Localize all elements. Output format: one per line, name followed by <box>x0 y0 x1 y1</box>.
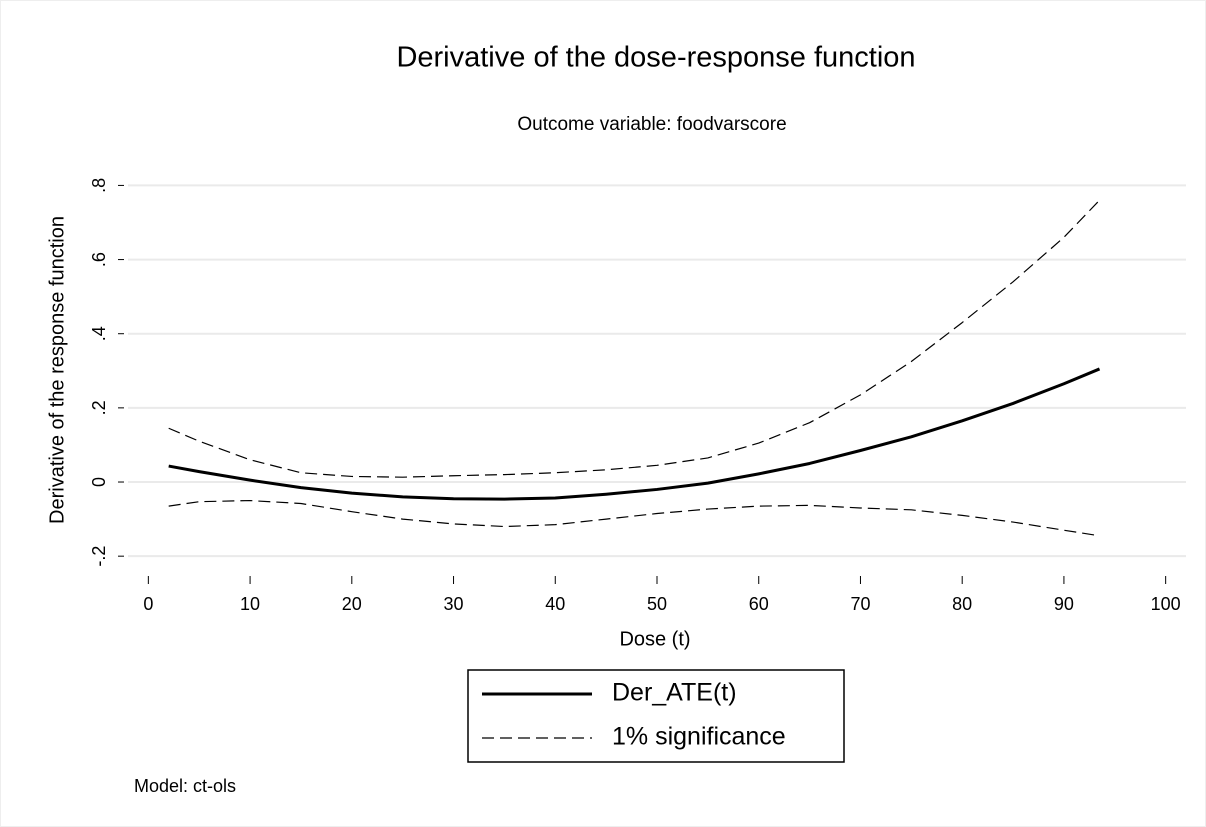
x-tick-label: 50 <box>647 594 667 614</box>
x-tick-label: 20 <box>342 594 362 614</box>
legend-label: Der_ATE(t) <box>612 679 737 707</box>
x-tick-label: 70 <box>850 594 870 614</box>
y-tick-label: -.2 <box>89 546 109 567</box>
x-tick-label: 100 <box>1151 594 1181 614</box>
series-line <box>168 199 1100 478</box>
chart-subtitle: Outcome variable: foodvarscore <box>517 114 786 135</box>
chart-title: Derivative of the dose-response function <box>396 42 915 74</box>
x-tick-label: 90 <box>1054 594 1074 614</box>
x-tick-label: 10 <box>240 594 260 614</box>
series-line <box>168 367 1101 501</box>
y-axis-label: Derivative of the response function <box>46 216 68 524</box>
x-tick-label: 0 <box>143 594 153 614</box>
note: Model: ct-ols <box>134 776 236 796</box>
y-tick-label: .6 <box>89 252 109 267</box>
legend-box <box>467 669 845 763</box>
y-tick-label: .2 <box>89 400 109 415</box>
x-tick-label: 60 <box>749 594 769 614</box>
x-tick-label: 30 <box>444 594 464 614</box>
y-tick-label: .4 <box>89 326 109 341</box>
legend-label: 1% significance <box>612 723 786 751</box>
x-axis-label: Dose (t) <box>619 628 690 650</box>
y-tick-label: 0 <box>89 477 109 487</box>
x-tick-label: 40 <box>545 594 565 614</box>
x-tick-label: 80 <box>952 594 972 614</box>
y-tick-label: .8 <box>89 178 109 193</box>
